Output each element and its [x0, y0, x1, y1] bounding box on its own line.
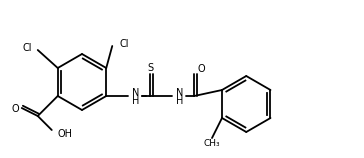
Text: H: H	[175, 96, 183, 106]
Text: O: O	[197, 64, 205, 74]
Text: Cl: Cl	[22, 43, 32, 53]
Text: Cl: Cl	[119, 39, 129, 49]
Text: N: N	[175, 88, 183, 98]
Text: N: N	[131, 88, 139, 98]
Text: S: S	[147, 63, 153, 73]
Text: H: H	[131, 96, 139, 106]
Text: OH: OH	[58, 129, 73, 139]
Text: O: O	[11, 104, 19, 114]
Text: CH₃: CH₃	[204, 140, 220, 149]
